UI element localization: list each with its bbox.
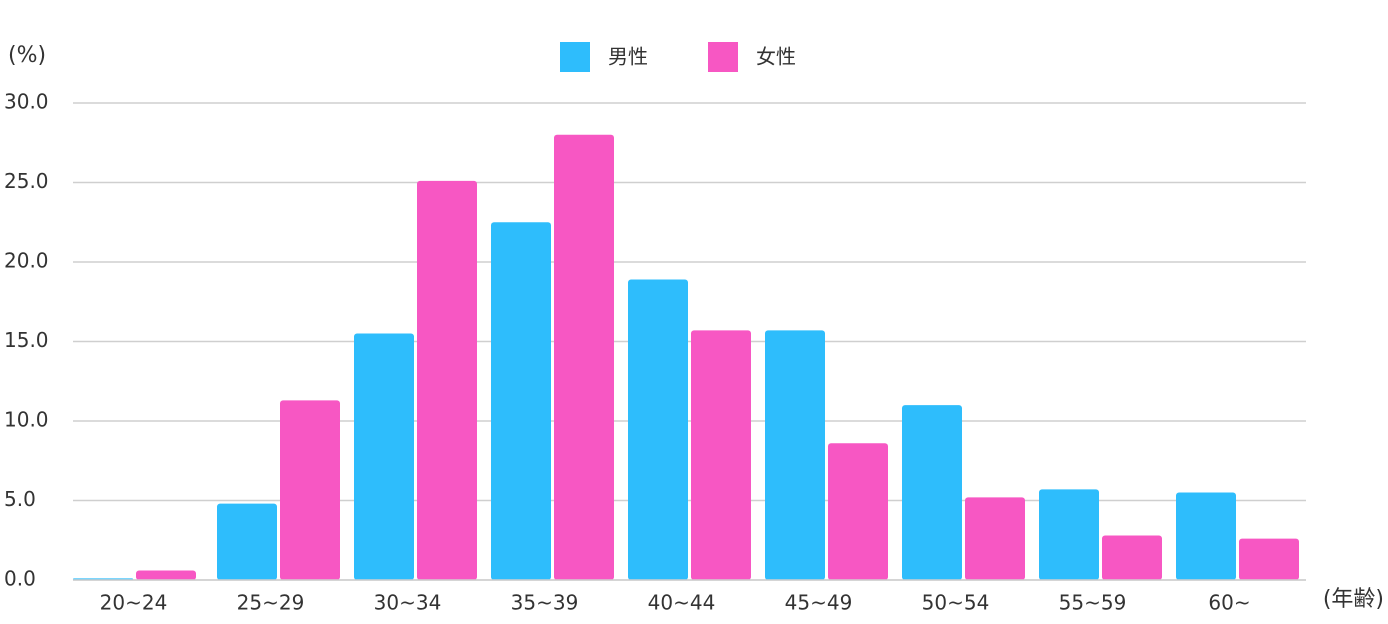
x-tick-label: 55~59 [1059, 591, 1127, 615]
y-tick-label: 10.0 [4, 408, 49, 432]
y-tick-label: 0.0 [4, 567, 36, 591]
y-unit-label: (%) [8, 43, 46, 68]
x-tick-label: 35~39 [511, 591, 579, 615]
x-unit-label: (年齢) [1323, 587, 1384, 612]
legend-swatch [708, 42, 738, 72]
bar [554, 134, 614, 581]
bar [965, 497, 1025, 580]
bar [280, 400, 340, 580]
bar [1039, 489, 1099, 580]
y-tick-label: 25.0 [4, 169, 49, 193]
bar [765, 330, 825, 580]
legend-label: 女性 [756, 45, 796, 69]
bar [354, 333, 414, 580]
bar [691, 330, 751, 580]
bar [1102, 535, 1162, 580]
legend-label: 男性 [608, 45, 648, 69]
bar [1176, 492, 1236, 580]
x-tick-label: 40~44 [648, 591, 716, 615]
bar [902, 405, 962, 580]
bar [628, 279, 688, 580]
bar [136, 570, 196, 580]
x-tick-label: 25~29 [237, 591, 305, 615]
x-tick-label: 60~ [1208, 591, 1250, 615]
x-tick-label: 50~54 [922, 591, 990, 615]
bar [828, 443, 888, 580]
bar [217, 503, 277, 580]
x-tick-label: 45~49 [785, 591, 853, 615]
legend-swatch [560, 42, 590, 72]
y-tick-label: 5.0 [4, 487, 36, 511]
bar [1239, 538, 1299, 580]
y-tick-label: 20.0 [4, 249, 49, 273]
y-tick-label: 30.0 [4, 90, 49, 114]
bar [491, 222, 551, 580]
y-tick-label: 15.0 [4, 328, 49, 352]
x-tick-label: 20~24 [100, 591, 168, 615]
x-tick-label: 30~34 [374, 591, 442, 615]
legend: 男性 女性 [560, 42, 796, 72]
bar [417, 180, 477, 580]
